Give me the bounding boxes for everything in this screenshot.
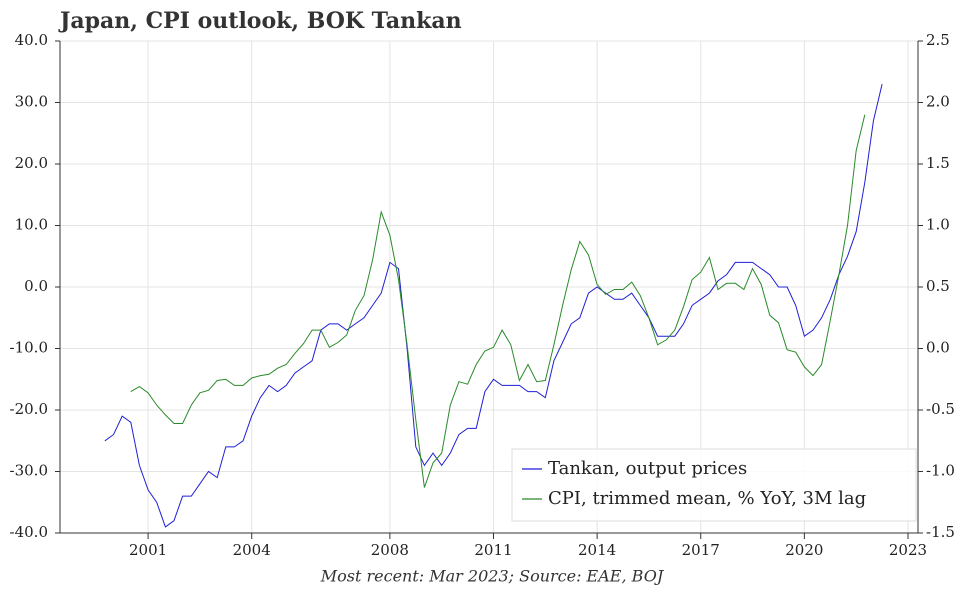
y-tick-label: -30.0 (10, 462, 48, 480)
y2-tick-label: -0.5 (926, 400, 955, 418)
y-tick-label: 20.0 (15, 154, 48, 172)
y-tick-label: 30.0 (15, 93, 48, 111)
legend-label: Tankan, output prices (548, 458, 747, 479)
y-tick-label: 40.0 (15, 31, 48, 49)
x-tick-label: 2017 (682, 541, 720, 559)
y2-tick-label: 1.0 (926, 216, 950, 234)
chart-title: Japan, CPI outlook, BOK Tankan (58, 8, 462, 34)
x-tick-label: 2004 (233, 541, 271, 559)
y2-tick-label: 2.5 (926, 31, 950, 49)
series-line (104, 83, 883, 528)
y-tick-label: 0.0 (24, 277, 48, 295)
y2-tick-label: -1.5 (926, 523, 955, 541)
y2-tick-label: 0.0 (926, 339, 950, 357)
x-tick-label: 2008 (371, 541, 409, 559)
y2-tick-label: 2.0 (926, 93, 950, 111)
y-tick-label: -40.0 (10, 523, 48, 541)
y-tick-label: 10.0 (15, 216, 48, 234)
x-tick-label: 2014 (578, 541, 616, 559)
series-line (130, 114, 866, 488)
y2-tick-label: -1.0 (926, 462, 955, 480)
x-tick-label: 2011 (474, 541, 512, 559)
x-tick-label: 2020 (785, 541, 823, 559)
y-tick-label: -10.0 (10, 339, 48, 357)
x-tick-label: 2023 (889, 541, 927, 559)
footnote: Most recent: Mar 2023; Source: EAE, BOJ (320, 567, 665, 586)
y2-tick-label: 0.5 (926, 277, 950, 295)
x-tick-label: 2001 (129, 541, 167, 559)
y2-tick-label: 1.5 (926, 154, 950, 172)
y-tick-label: -20.0 (10, 400, 48, 418)
legend-label: CPI, trimmed mean, % YoY, 3M lag (548, 488, 866, 509)
legend-box (511, 448, 917, 522)
